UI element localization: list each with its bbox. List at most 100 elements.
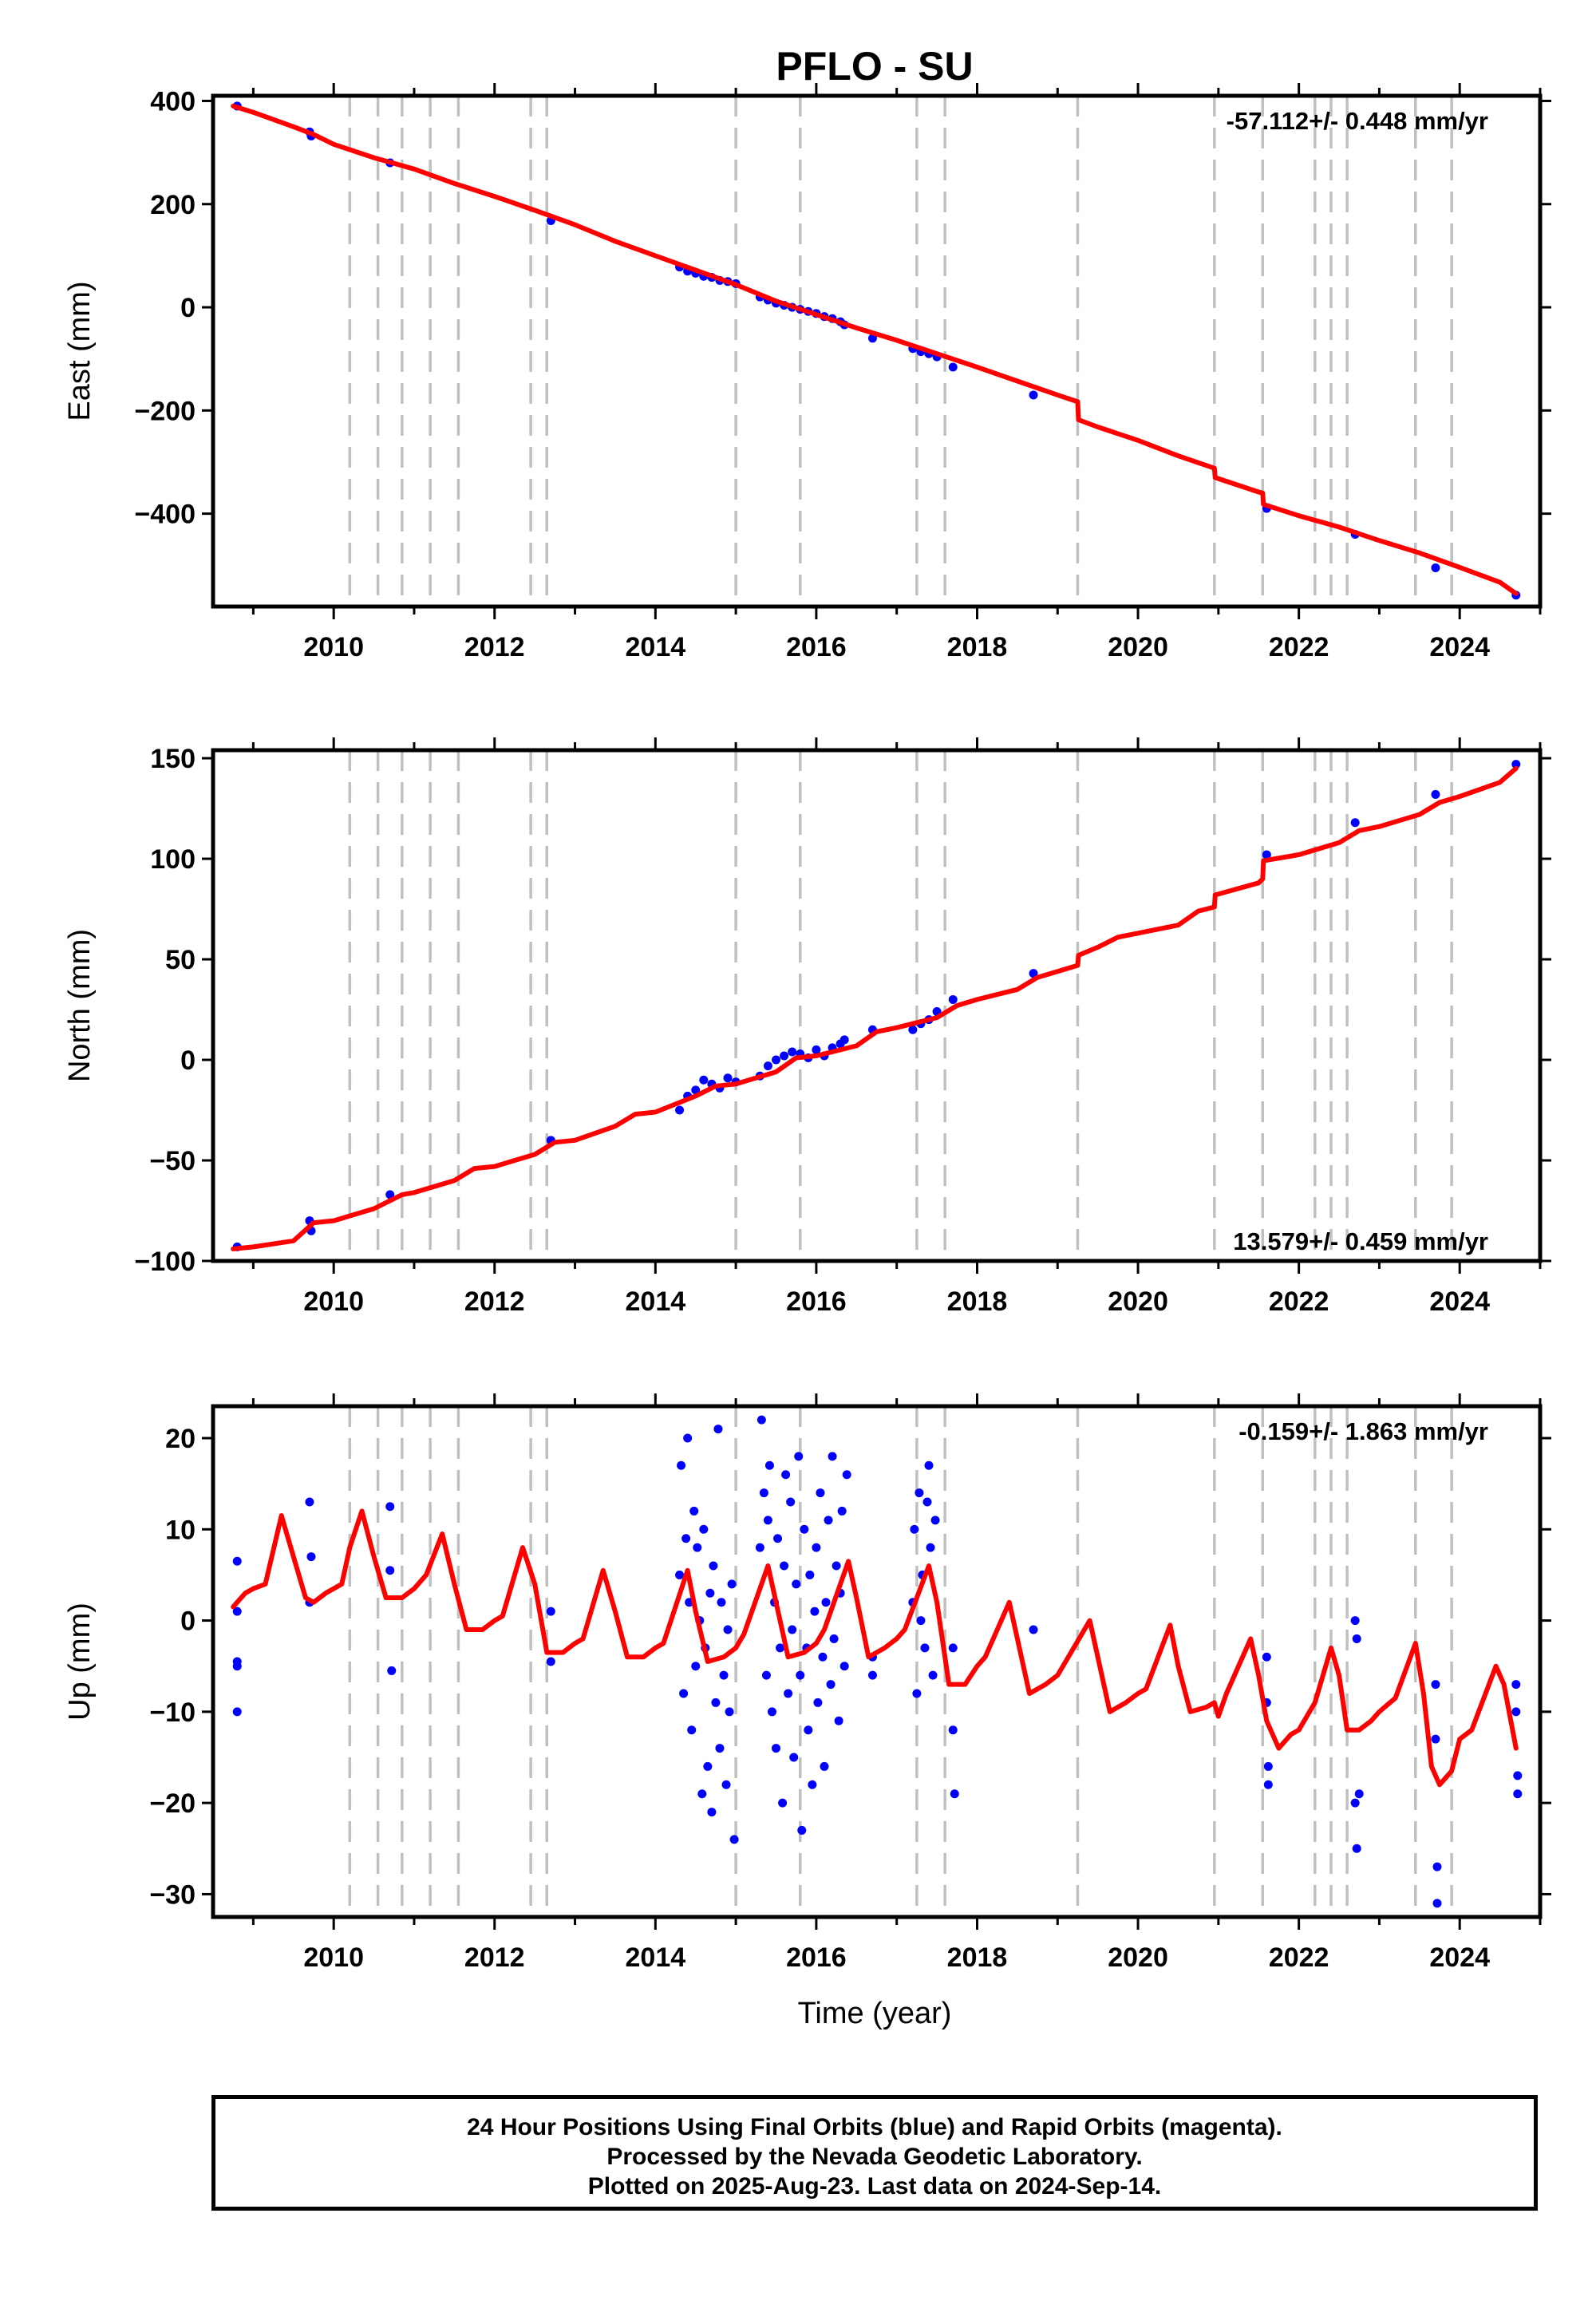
data-point <box>679 1689 689 1698</box>
data-point <box>842 1470 851 1480</box>
data-point <box>691 1085 701 1095</box>
y-tick-label: 0 <box>180 1607 196 1637</box>
plot-frame <box>211 748 1543 1263</box>
x-tick-label: 2016 <box>786 1286 847 1317</box>
plot-area <box>231 1406 1523 1917</box>
data-point <box>305 1497 314 1507</box>
y-tick-label: 100 <box>150 844 196 875</box>
data-point <box>1511 1707 1521 1717</box>
data-point <box>699 1524 709 1534</box>
data-point <box>824 1516 833 1525</box>
plot-frame <box>211 93 1543 609</box>
data-point <box>821 1598 831 1607</box>
y-tick-label: −400 <box>134 500 196 530</box>
data-point <box>773 1534 783 1543</box>
data-point <box>788 1625 797 1634</box>
y-tick-label: 0 <box>180 293 196 323</box>
chart-title: PFLO - SU <box>776 44 973 89</box>
data-point <box>1431 789 1440 799</box>
data-point <box>797 1825 807 1835</box>
x-tick-label: 2012 <box>464 632 525 662</box>
data-point <box>829 1634 839 1643</box>
data-point <box>924 1460 934 1470</box>
x-tick-label: 2024 <box>1429 1286 1490 1317</box>
x-tick-label: 2020 <box>1108 1286 1168 1317</box>
data-point <box>725 1707 734 1717</box>
y-tick-label: 150 <box>150 744 196 774</box>
data-point <box>948 1725 958 1735</box>
x-tick-label: 2014 <box>626 1286 686 1317</box>
data-point <box>1352 1844 1361 1853</box>
data-point <box>1263 1761 1273 1771</box>
data-point <box>705 1588 715 1598</box>
data-point <box>1431 1734 1440 1744</box>
data-point <box>719 1670 729 1680</box>
data-point <box>800 1524 809 1534</box>
data-point <box>1029 390 1038 400</box>
data-point <box>232 1556 242 1566</box>
data-point <box>687 1725 697 1735</box>
data-point <box>780 1051 789 1061</box>
data-point <box>1262 850 1271 860</box>
footer-box: 24 Hour Positions Using Final Orbits (bl… <box>211 2095 1538 2211</box>
data-point <box>948 1643 958 1653</box>
data-point <box>546 1607 555 1616</box>
data-point <box>1352 1634 1361 1643</box>
data-point <box>1354 1789 1364 1799</box>
data-point <box>805 1570 815 1579</box>
data-point <box>681 1534 691 1543</box>
y-tick-label: −20 <box>149 1788 196 1819</box>
data-point <box>1350 1616 1360 1626</box>
data-point <box>693 1543 702 1552</box>
data-point <box>385 1566 395 1575</box>
data-point <box>837 1506 847 1516</box>
x-tick-label: 2024 <box>1429 632 1490 662</box>
rate-label: -0.159+/- 1.863 mm/yr <box>1238 1417 1488 1445</box>
x-tick-label: 2014 <box>626 632 686 662</box>
data-point <box>232 1657 242 1666</box>
y-tick-label: −50 <box>149 1146 196 1176</box>
data-point <box>1262 1652 1271 1662</box>
data-point <box>683 1433 693 1443</box>
data-point <box>867 334 877 343</box>
x-tick-label: 2010 <box>303 1943 364 1973</box>
y-tick-label: 0 <box>180 1045 196 1076</box>
data-point <box>812 1045 821 1054</box>
data-point <box>757 1415 766 1425</box>
data-point <box>915 1488 924 1498</box>
data-point <box>910 1524 919 1534</box>
data-point <box>784 1689 793 1698</box>
data-point <box>812 1543 821 1552</box>
x-tick-label: 2018 <box>947 1943 1008 1973</box>
x-tick-label: 2020 <box>1108 632 1168 662</box>
y-tick-label: 400 <box>150 86 196 117</box>
data-point <box>713 1425 723 1434</box>
data-point <box>912 1689 922 1698</box>
x-tick-label: 2016 <box>786 1943 847 1973</box>
data-point <box>772 1055 781 1065</box>
data-point <box>711 1697 721 1707</box>
x-tick-label: 2014 <box>626 1943 686 1973</box>
data-point <box>928 1670 938 1680</box>
data-point <box>723 1073 733 1083</box>
y-axis-label: Up (mm) <box>63 1603 97 1721</box>
data-point <box>776 1643 785 1653</box>
data-point <box>707 1808 717 1817</box>
data-point <box>721 1780 731 1789</box>
y-tick-label: 20 <box>165 1424 196 1454</box>
data-point <box>1350 1798 1360 1808</box>
x-tick-label: 2020 <box>1108 1943 1168 1973</box>
data-point <box>839 1035 849 1045</box>
data-point <box>763 1516 772 1525</box>
data-point <box>780 1561 789 1571</box>
data-point <box>816 1488 825 1498</box>
y-tick-label: −200 <box>134 396 196 426</box>
data-point <box>677 1460 686 1470</box>
data-point <box>697 1789 707 1799</box>
data-point <box>786 1497 796 1507</box>
data-point <box>1263 1780 1273 1789</box>
x-axis-label: Time (year) <box>798 1997 952 2030</box>
data-point <box>834 1716 843 1725</box>
